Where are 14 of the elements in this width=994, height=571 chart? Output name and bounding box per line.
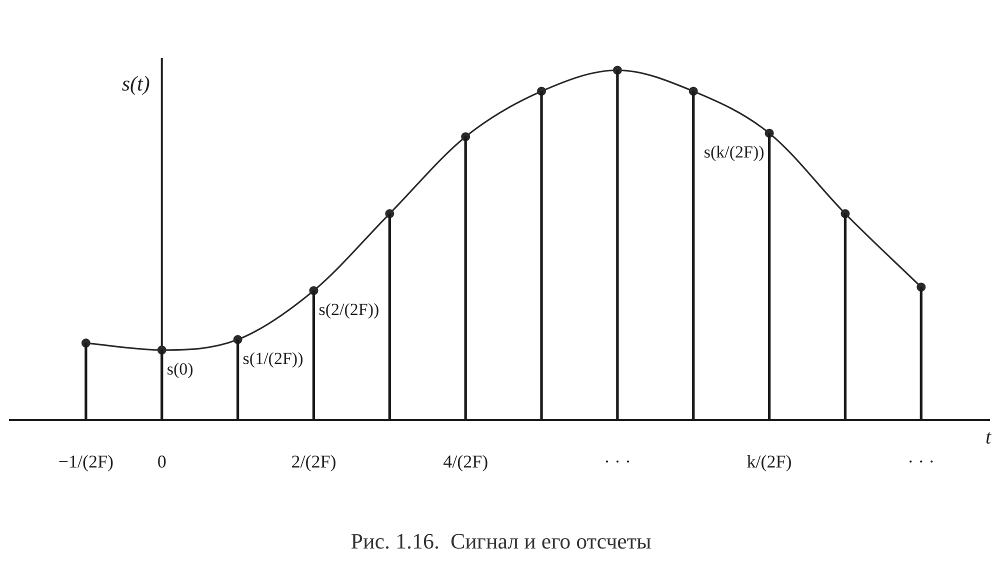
text: Рис. 1.16. Сигнал и его отсчеты — [350, 528, 652, 554]
x-tick-label: 4/(2F) — [443, 452, 488, 472]
x-tick-label: · · · — [604, 452, 631, 472]
x-tick-label: k/(2F) — [746, 452, 792, 472]
x-axis-title: t — [985, 426, 992, 448]
y-axis-title: s(t) — [122, 72, 150, 96]
annotation: s(2/(2F)) — [318, 300, 380, 320]
x-tick-label: 0 — [157, 452, 166, 472]
x-tick-label: 2/(2F) — [291, 452, 336, 472]
x-tick-label: −1/(2F) — [58, 452, 114, 472]
annotation: s(1/(2F)) — [242, 349, 304, 368]
annotation: s(k/(2F)) — [704, 142, 764, 162]
x-tick-label: · · · — [908, 452, 935, 472]
annotation: s(0) — [166, 360, 194, 379]
